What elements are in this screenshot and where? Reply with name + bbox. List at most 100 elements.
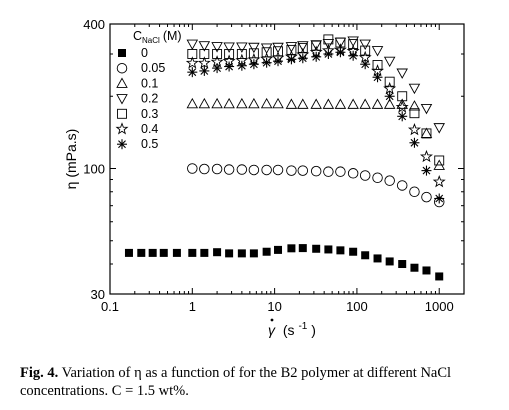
data-point — [396, 98, 408, 109]
x-tick-label: 1000 — [425, 299, 454, 314]
legend-label: 0.4 — [141, 122, 158, 136]
series-0 — [124, 244, 444, 281]
data-point — [297, 41, 309, 52]
data-point — [420, 149, 433, 163]
data-point — [297, 98, 309, 109]
data-point — [274, 245, 283, 254]
data-point — [397, 111, 408, 122]
data-point — [286, 165, 297, 176]
data-point — [223, 164, 235, 175]
data-point — [373, 254, 382, 263]
data-point — [372, 60, 383, 70]
data-point — [359, 98, 371, 109]
data-point — [347, 98, 359, 109]
legend-item-0.5: 0.5 — [117, 137, 158, 151]
data-point — [310, 40, 322, 51]
legend-label: 0.3 — [141, 107, 158, 121]
data-point — [223, 42, 235, 53]
x-axis-symbol: γ — [268, 322, 276, 338]
data-point — [223, 97, 235, 109]
data-point — [334, 98, 347, 109]
data-point — [398, 260, 407, 269]
data-point — [421, 128, 432, 139]
legend-marker — [118, 49, 126, 57]
y-tick-label: 400 — [83, 17, 105, 32]
data-point — [323, 48, 334, 59]
data-point — [384, 76, 395, 87]
x-axis-dot — [270, 318, 274, 322]
data-point — [297, 53, 308, 64]
data-point — [385, 257, 394, 266]
data-point — [359, 39, 371, 50]
data-point — [432, 175, 446, 188]
data-point — [197, 56, 211, 69]
data-point — [298, 244, 307, 253]
data-point — [148, 248, 157, 257]
y-axis-label: η (mPa.s) — [63, 129, 79, 190]
data-point — [434, 155, 445, 166]
data-point — [347, 168, 359, 179]
data-point — [236, 97, 248, 109]
x-axis-label: γ (s -1 ) — [268, 318, 316, 338]
legend-item-0.1: 0.1 — [116, 76, 158, 90]
data-point — [198, 41, 211, 52]
data-point — [187, 163, 198, 174]
series-0.5 — [187, 47, 445, 204]
data-point — [335, 37, 346, 48]
data-point — [273, 56, 284, 67]
data-point — [212, 49, 223, 59]
data-point — [187, 67, 198, 78]
data-point — [159, 248, 168, 257]
y-tick-label: 100 — [83, 162, 105, 177]
plot-frame — [109, 23, 465, 295]
data-point — [200, 248, 209, 257]
data-point — [199, 65, 210, 76]
data-point — [211, 42, 223, 53]
data-point — [286, 54, 297, 65]
data-point — [349, 247, 358, 256]
data-point — [272, 97, 284, 109]
legend-item-0.4: 0.4 — [115, 122, 158, 136]
series-0.4 — [185, 43, 446, 188]
data-point — [211, 163, 223, 175]
legend-marker — [116, 77, 128, 88]
data-point — [323, 166, 334, 177]
tick-labels: 0.1 1 10 100 1000 30 100 400 — [83, 17, 453, 314]
data-point — [335, 166, 346, 177]
data-point — [409, 108, 420, 119]
series-0.05 — [187, 163, 445, 208]
series-0.2 — [186, 36, 445, 134]
caption-label: Fig. 4. — [20, 365, 59, 381]
data-point — [420, 103, 433, 115]
series-0.1 — [186, 97, 445, 170]
data-point — [422, 266, 431, 275]
data-point — [384, 175, 395, 186]
data-point — [395, 100, 409, 113]
figure-caption: Fig. 4. Variation of η as a function of … — [20, 364, 504, 400]
data-point — [124, 248, 133, 257]
data-point — [285, 42, 298, 53]
data-point — [225, 249, 234, 258]
data-point — [348, 50, 359, 61]
data-point — [310, 165, 322, 177]
data-point — [408, 100, 421, 111]
data-point — [322, 98, 335, 109]
caption-text: Variation of η as a function of for the … — [20, 365, 452, 399]
data-point — [396, 180, 408, 191]
data-point — [420, 127, 433, 138]
data-point — [186, 97, 199, 109]
data-point — [372, 72, 383, 83]
data-point — [409, 137, 420, 148]
data-point — [383, 98, 396, 109]
data-point — [236, 49, 247, 59]
data-point — [433, 123, 445, 134]
data-point — [297, 42, 308, 53]
data-point — [348, 39, 359, 50]
data-point — [287, 244, 296, 253]
data-point — [237, 249, 246, 258]
data-point — [435, 272, 444, 281]
data-point — [260, 97, 273, 109]
data-point — [249, 249, 258, 258]
data-point — [360, 59, 371, 70]
legend: CNaCl (M)00.050.1 0.20.30.40.5 — [115, 29, 182, 151]
